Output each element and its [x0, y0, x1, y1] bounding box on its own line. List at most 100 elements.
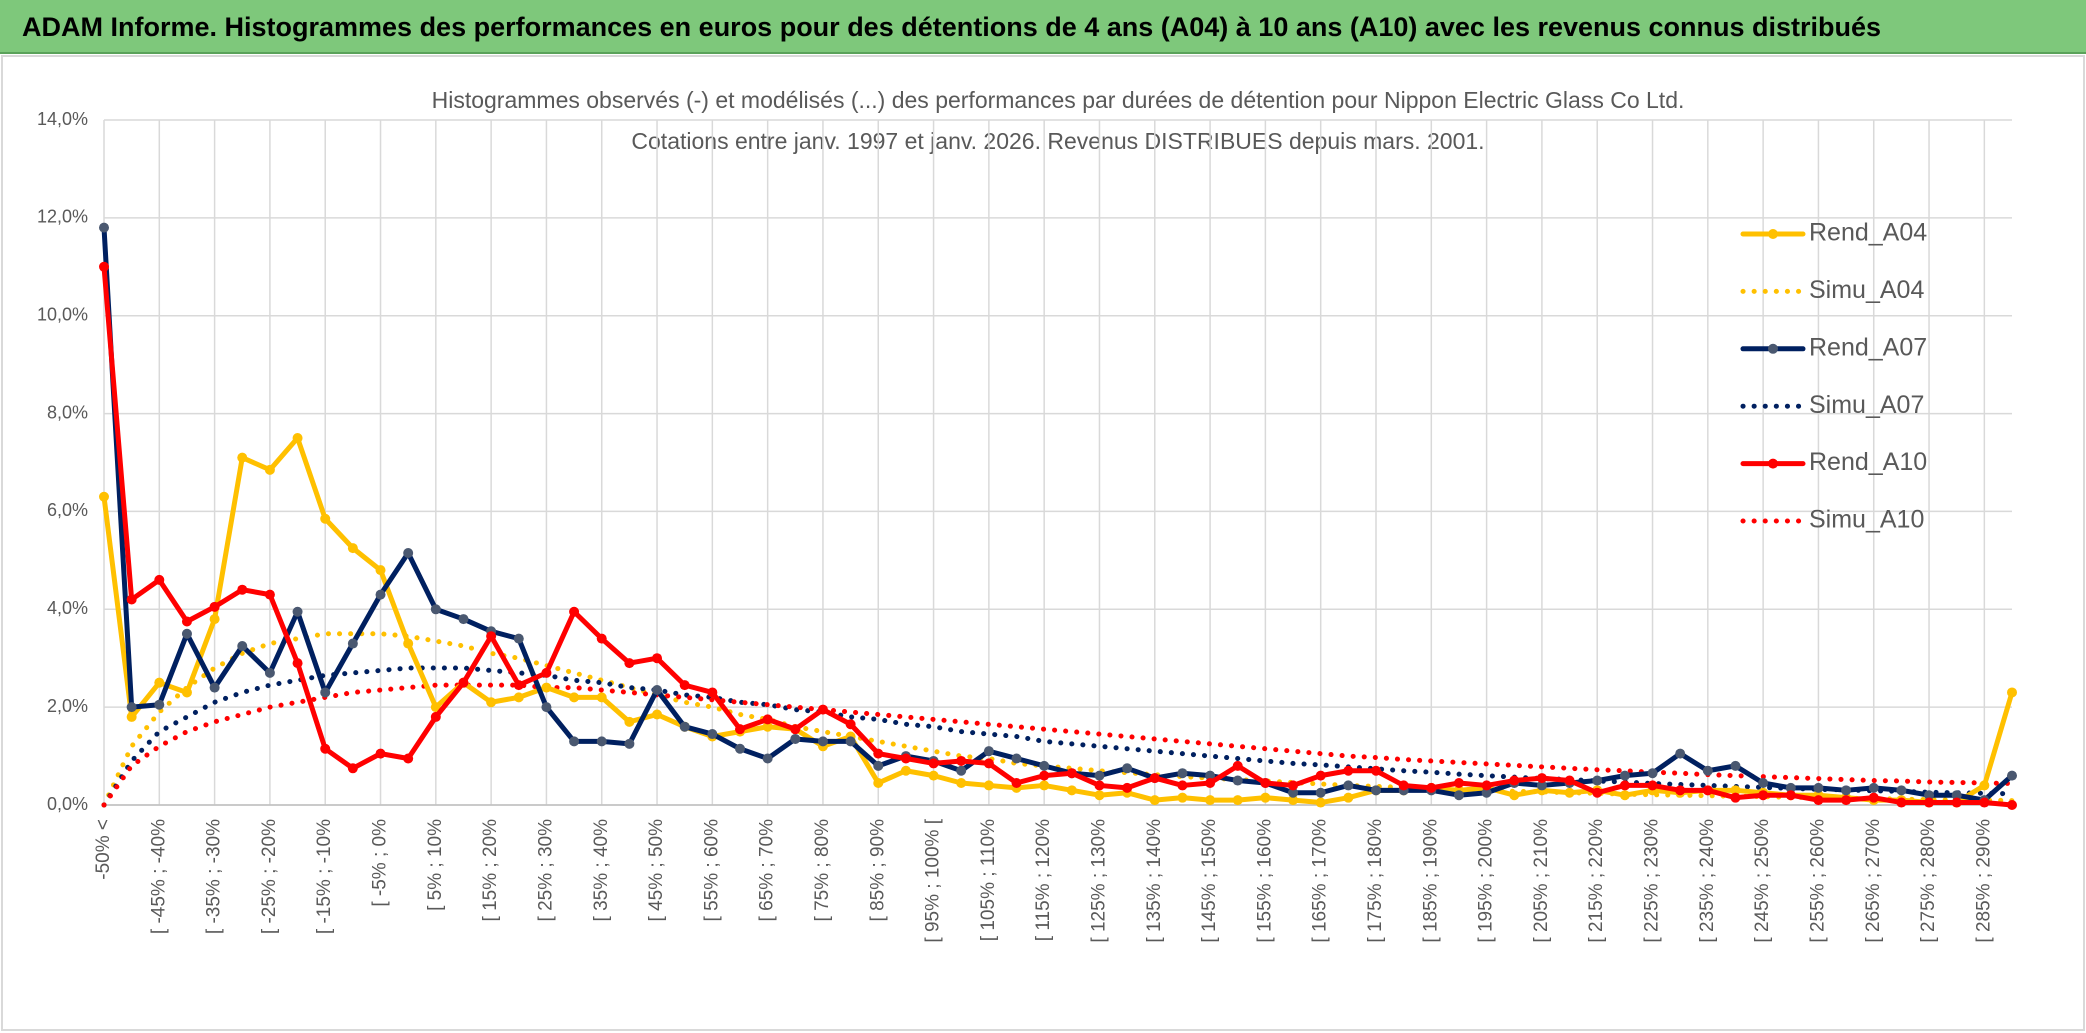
data-point	[2007, 770, 2017, 781]
series-line	[101, 665, 2015, 808]
y-tick-label: 10,0%	[37, 304, 88, 324]
data-point	[513, 680, 524, 691]
data-point	[209, 682, 220, 693]
x-tick-label: [ 105% ; 110%	[978, 819, 999, 941]
x-tick-label: [ 35% ; 40%	[591, 819, 612, 922]
data-point	[1011, 777, 1022, 788]
data-point	[1232, 795, 1243, 806]
data-point	[735, 724, 745, 735]
x-tick-label: [ 135% ; 140%	[1144, 819, 1165, 943]
data-point	[2007, 800, 2017, 810]
data-point	[928, 770, 939, 781]
data-point	[735, 743, 745, 754]
legend-label: Rend_A07	[1809, 333, 1927, 361]
data-point	[1619, 790, 1630, 801]
data-point	[1924, 790, 1935, 801]
data-point	[1481, 780, 1492, 791]
data-point	[790, 733, 801, 744]
data-point	[1647, 780, 1658, 791]
y-tick-label: 12,0%	[37, 207, 88, 227]
data-point	[1675, 785, 1686, 796]
data-point	[569, 692, 580, 703]
data-point	[1094, 780, 1105, 791]
data-point	[1177, 768, 1188, 779]
data-point	[1564, 787, 1575, 798]
data-point	[541, 682, 552, 693]
data-point	[237, 584, 248, 595]
data-point	[347, 638, 358, 649]
data-point	[873, 777, 884, 788]
x-tick-label: [ -25% ; -20%	[259, 819, 280, 934]
data-point	[1453, 777, 1464, 788]
data-point	[513, 692, 524, 703]
chart: Histogrammes observés (-) et modélisés (…	[1, 55, 2085, 1031]
data-point	[1039, 760, 1050, 771]
data-point	[956, 777, 967, 788]
data-point	[596, 736, 607, 747]
data-point	[1896, 785, 1907, 796]
legend-label: Rend_A10	[1809, 448, 1927, 476]
data-point	[1094, 790, 1105, 801]
data-point	[1758, 790, 1769, 801]
data-point	[1288, 795, 1299, 806]
legend-label: Simu_A04	[1809, 276, 1924, 304]
x-tick-label: [ 285% ; 290%	[1973, 819, 1994, 943]
data-point	[126, 702, 137, 713]
data-point	[1122, 782, 1133, 793]
data-point	[1896, 797, 1907, 808]
x-tick-label: [ 185% ; 190%	[1420, 819, 1441, 943]
data-point	[237, 452, 248, 463]
y-tick-label: 14,0%	[37, 109, 88, 129]
data-point	[1813, 782, 1824, 793]
chart-subtitle: Cotations entre janv. 1997 et janv. 2026…	[631, 128, 1484, 154]
data-point	[541, 667, 552, 678]
data-point	[817, 736, 828, 747]
data-point	[1343, 792, 1354, 803]
data-point	[154, 677, 165, 688]
data-point	[403, 753, 414, 764]
x-tick-label: [ 245% ; 250%	[1752, 819, 1773, 943]
x-tick-label: [ 195% ; 200%	[1476, 819, 1497, 943]
data-point	[1730, 792, 1741, 803]
x-tick-label: [ 75% ; 80%	[812, 819, 833, 922]
data-point	[1453, 790, 1464, 801]
data-point	[1426, 782, 1437, 793]
data-point	[1592, 775, 1603, 786]
data-point	[624, 738, 635, 749]
data-point	[264, 589, 275, 600]
data-point	[1758, 777, 1769, 788]
data-point	[707, 687, 718, 698]
data-point	[1205, 770, 1216, 781]
data-point	[1260, 792, 1271, 803]
x-tick-label: [ -45% ; -40%	[148, 819, 169, 934]
data-point	[154, 574, 165, 585]
data-point	[430, 702, 441, 713]
data-point	[1343, 780, 1354, 791]
data-point	[596, 633, 607, 644]
data-point	[1868, 782, 1879, 793]
data-point	[1122, 763, 1133, 774]
data-point	[1011, 753, 1022, 764]
legend-marker	[1768, 343, 1778, 354]
data-point	[209, 614, 220, 625]
data-point	[1371, 765, 1381, 776]
data-point	[845, 736, 856, 747]
data-point	[624, 716, 635, 727]
data-point	[1232, 775, 1243, 786]
data-point	[541, 702, 552, 713]
x-tick-label: [ 235% ; 240%	[1697, 819, 1718, 943]
x-tick-label: [ 25% ; 30%	[535, 819, 556, 922]
data-point	[1951, 797, 1962, 808]
data-point	[181, 616, 192, 627]
data-point	[1205, 777, 1216, 788]
data-point	[1177, 792, 1188, 803]
data-point	[1343, 765, 1354, 776]
data-point	[928, 758, 939, 769]
data-point	[1841, 785, 1852, 796]
y-tick-label: 6,0%	[47, 500, 88, 520]
data-point	[1315, 787, 1326, 798]
x-tick-label: [ -5% ; 0%	[370, 819, 391, 907]
data-point	[1647, 768, 1658, 779]
data-point	[1924, 797, 1935, 808]
x-tick-label: [ 15% ; 20%	[480, 819, 501, 922]
